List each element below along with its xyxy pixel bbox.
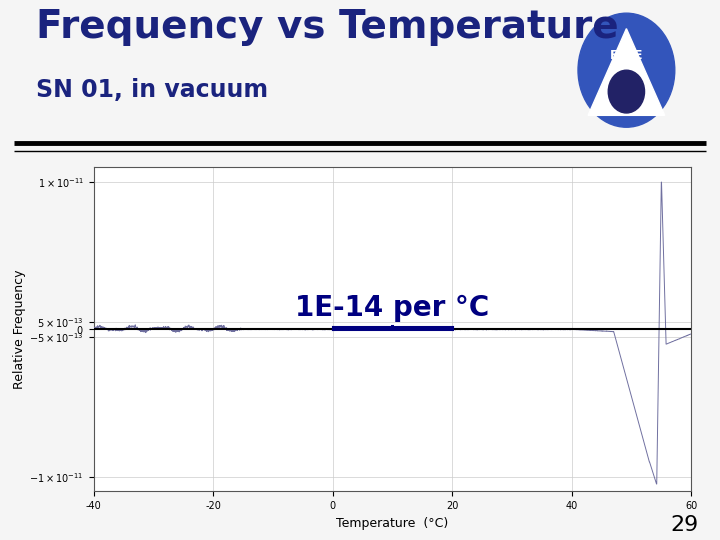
Circle shape: [578, 13, 675, 127]
Circle shape: [608, 70, 644, 113]
Polygon shape: [588, 29, 665, 116]
Text: F: F: [610, 50, 618, 63]
Text: 1E-14 per °C: 1E-14 per °C: [295, 294, 490, 322]
X-axis label: Temperature  (°C): Temperature (°C): [336, 517, 449, 530]
Y-axis label: Relative Frequency: Relative Frequency: [14, 269, 27, 389]
Text: SN 01, in vacuum: SN 01, in vacuum: [36, 78, 268, 102]
Text: Frequency vs Temperature: Frequency vs Temperature: [36, 8, 618, 46]
Text: 29: 29: [670, 515, 698, 535]
Text: E: E: [634, 50, 643, 63]
